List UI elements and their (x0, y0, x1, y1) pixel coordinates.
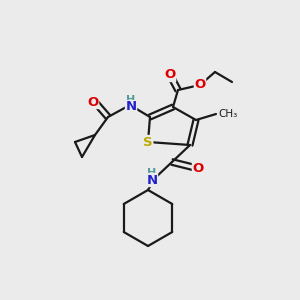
Text: CH₃: CH₃ (218, 109, 237, 119)
Text: O: O (87, 95, 99, 109)
Text: S: S (143, 136, 153, 148)
Text: N: N (125, 100, 136, 113)
Text: O: O (194, 79, 206, 92)
Text: H: H (126, 95, 136, 105)
Text: H: H (147, 168, 157, 178)
Text: O: O (164, 68, 175, 82)
Text: O: O (192, 161, 204, 175)
Text: N: N (146, 173, 158, 187)
